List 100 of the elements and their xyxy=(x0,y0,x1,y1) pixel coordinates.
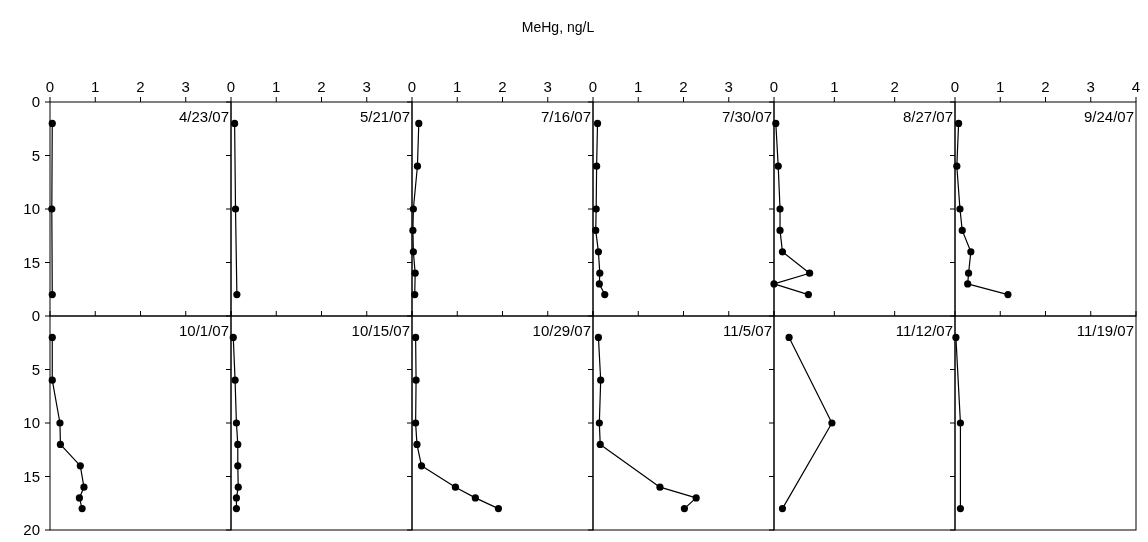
point xyxy=(955,119,963,127)
x-tick-label: 4 xyxy=(1131,78,1141,95)
annotation: 11/12/07 xyxy=(895,322,953,339)
point xyxy=(964,269,973,277)
point xyxy=(806,269,814,277)
point xyxy=(451,483,460,491)
x-tick-label: 1 xyxy=(830,78,839,95)
point xyxy=(409,226,417,234)
x-tick-label: 1 xyxy=(634,78,643,95)
point xyxy=(413,162,422,170)
x-tick-label: 0 xyxy=(407,78,417,95)
y-tick-label: 20 xyxy=(23,521,40,539)
point xyxy=(415,119,423,127)
x-tick-label: 2 xyxy=(136,78,145,95)
x-tick-label: 0 xyxy=(45,78,55,95)
point xyxy=(804,291,812,299)
point xyxy=(776,205,784,213)
annotation: 5/21/07 xyxy=(359,108,410,125)
point xyxy=(232,505,241,513)
point xyxy=(234,483,242,491)
point xyxy=(774,162,782,170)
point xyxy=(412,376,420,384)
x-tick-label: 1 xyxy=(996,78,1005,95)
point xyxy=(231,376,239,384)
point xyxy=(494,505,503,513)
x-tick-label: 3 xyxy=(724,78,733,95)
point xyxy=(601,291,609,299)
x-tick-label: 3 xyxy=(1086,78,1095,95)
point xyxy=(596,440,604,448)
y-tick-label: 10 xyxy=(23,200,40,218)
point xyxy=(417,462,426,470)
point xyxy=(48,376,56,384)
point xyxy=(234,440,242,448)
x-tick-label: 3 xyxy=(181,78,190,95)
point xyxy=(409,205,417,213)
y-tick-label: 10 xyxy=(23,414,40,432)
point xyxy=(412,333,420,341)
annotation: 10/1/07 xyxy=(178,322,229,339)
point xyxy=(234,462,242,470)
point xyxy=(56,440,65,448)
x-tick-label: 1 xyxy=(272,78,281,95)
x-tick-label: 2 xyxy=(679,78,688,95)
point xyxy=(594,248,603,256)
x-tick-label: 0 xyxy=(226,78,236,95)
point xyxy=(597,376,605,384)
point xyxy=(592,226,600,234)
y-tick-label: 5 xyxy=(31,146,40,164)
point xyxy=(229,333,237,341)
point xyxy=(80,483,88,491)
point xyxy=(594,333,603,341)
point xyxy=(778,248,787,256)
y-tick-label: 5 xyxy=(31,360,40,378)
point xyxy=(413,440,421,448)
x-axis-title: MeHg, ng/L xyxy=(521,19,595,35)
point xyxy=(595,280,603,288)
point xyxy=(692,494,700,502)
point xyxy=(592,205,600,213)
point xyxy=(772,119,780,127)
point xyxy=(411,269,419,277)
point xyxy=(471,494,479,502)
point xyxy=(232,494,241,502)
x-tick-label: 2 xyxy=(317,78,326,95)
point xyxy=(595,419,603,427)
point xyxy=(770,280,778,288)
y-tick-label: 0 xyxy=(31,307,40,325)
x-tick-label: 1 xyxy=(453,78,462,95)
x-tick-label: 0 xyxy=(769,78,779,95)
point xyxy=(596,269,604,277)
annotation: 9/24/07 xyxy=(1083,108,1134,125)
point xyxy=(232,419,241,427)
annotation: 7/30/07 xyxy=(721,108,772,125)
point xyxy=(409,248,417,256)
x-tick-label: 3 xyxy=(543,78,552,95)
annotation: 10/15/07 xyxy=(351,322,410,339)
point xyxy=(680,505,689,513)
point xyxy=(593,162,601,170)
point xyxy=(964,280,972,288)
point xyxy=(656,483,664,491)
y-tick-label: 0 xyxy=(31,93,40,111)
point xyxy=(75,494,84,502)
point xyxy=(958,226,966,234)
annotation: 11/19/07 xyxy=(1076,322,1134,339)
annotation: 4/23/07 xyxy=(178,108,229,125)
annotation: 11/5/07 xyxy=(723,322,772,339)
point xyxy=(953,162,961,170)
x-tick-label: 1 xyxy=(91,78,100,95)
annotation: 7/16/07 xyxy=(540,108,591,125)
point xyxy=(412,419,420,427)
point xyxy=(411,291,419,299)
x-tick-label: 3 xyxy=(362,78,371,95)
point xyxy=(1004,291,1012,299)
annotation: 8/27/07 xyxy=(902,108,953,125)
x-tick-label: 0 xyxy=(588,78,598,95)
annotation: 10/29/07 xyxy=(532,322,591,339)
x-tick-label: 2 xyxy=(498,78,507,95)
x-tick-label: 2 xyxy=(1041,78,1050,95)
point xyxy=(76,462,84,470)
point xyxy=(48,333,56,341)
point xyxy=(593,119,602,127)
x-tick-label: 0 xyxy=(950,78,960,95)
